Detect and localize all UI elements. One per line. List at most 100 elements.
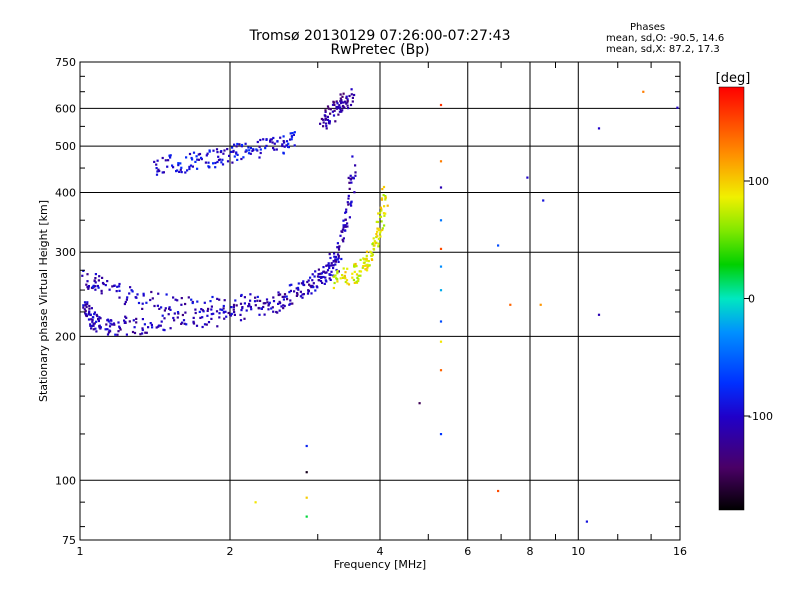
trace-point [313,275,316,278]
trace-point [384,195,387,198]
trace-point [293,131,296,134]
trace-point [351,272,354,275]
trace-point [223,317,226,320]
trace-point [282,135,285,138]
trace-point [379,206,382,209]
trace-point [275,148,278,151]
trace-point [118,289,121,292]
trace-point [243,296,246,299]
trace-point [218,298,221,301]
isolated-point [418,402,421,405]
trace-point [182,319,186,322]
trace-point [342,101,345,104]
trace-point [376,230,379,233]
trace-point [366,266,369,269]
trace-point [123,319,126,322]
trace-point [322,266,325,269]
trace-point [99,327,102,330]
trace-point [233,311,236,314]
isolated-point [439,186,443,189]
trace-point [281,295,284,298]
trace-point [349,103,353,107]
chart-title: Tromsø 20130129 07:26:00-07:27:43 [249,28,511,44]
trace-point [196,167,199,170]
trace-point [370,251,373,254]
trace-point [380,209,383,212]
trace-point [181,321,184,324]
trace-point [113,284,116,287]
trace-point [379,211,382,214]
trace-point [180,297,183,300]
isolated-point [305,444,308,448]
trace-point [241,307,244,310]
trace-point [230,306,233,309]
trace-point [332,114,336,117]
trace-point [332,260,335,263]
trace-point [276,311,279,314]
trace-point [327,107,330,110]
trace-point [309,276,312,279]
isolated-point [597,313,601,316]
trace-point [322,270,326,273]
trace-point [329,112,332,115]
trace-point [164,159,167,162]
trace-point [249,293,252,296]
grid-layer [79,61,681,541]
trace-point [375,233,378,236]
trace-point [96,284,99,288]
trace-point [333,275,336,278]
trace-point [353,263,356,266]
trace-point [84,312,87,315]
trace-point [248,302,251,305]
trace-point [325,122,328,125]
trace-point [323,282,326,285]
trace-point [204,161,207,164]
trace-point [345,102,348,105]
trace-point [94,277,97,280]
trace-point [280,305,283,308]
trace-point [102,282,105,286]
trace-point [190,156,193,160]
trace-point [158,307,161,310]
trace-point [177,162,180,165]
trace-point [227,311,230,315]
trace-point [88,310,91,313]
trace-point [338,104,341,107]
trace-point [287,145,290,148]
trace-point [151,297,154,300]
trace-point [95,330,98,333]
isolated-point [439,340,443,343]
trace-point [291,302,294,305]
trace-point [217,158,221,162]
trace-point [221,308,224,311]
trace-point [326,264,329,267]
trace-point [253,300,257,303]
trace-point [184,302,187,306]
trace-point [336,106,339,109]
trace-point [345,279,349,282]
trace-point [188,167,191,171]
trace-point [283,295,286,298]
trace-point [106,333,110,336]
trace-point [384,198,387,201]
trace-point [165,293,168,296]
trace-point [197,153,200,156]
trace-point [379,235,382,238]
trace-point [156,170,159,173]
trace-point [336,269,339,273]
trace-point [215,310,219,313]
colorbar-tick-label: 0 [748,293,755,306]
trace-point [192,322,196,325]
trace-point [222,152,225,155]
trace-point [133,331,137,335]
trace-point [208,149,211,152]
trace-point [326,269,330,272]
trace-point [365,250,369,253]
trace-point [365,257,368,261]
trace-point [191,165,194,168]
trace-point [351,100,354,103]
trace-point [126,296,129,299]
trace-point [350,177,353,180]
trace-point [83,308,86,311]
trace-point [327,262,330,265]
